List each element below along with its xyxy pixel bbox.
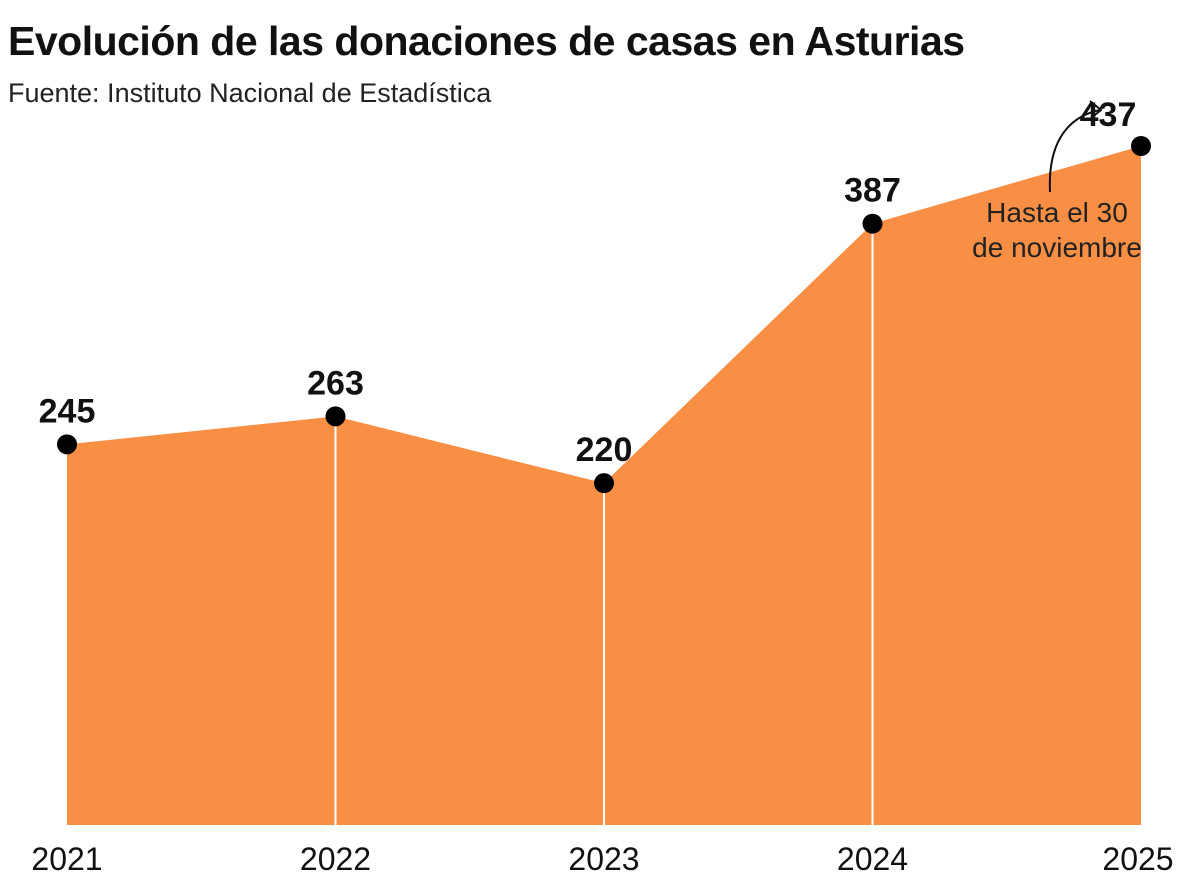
- arrowhead-icon: [1089, 100, 1103, 120]
- data-point: [1131, 136, 1151, 156]
- data-label: 387: [844, 172, 901, 210]
- annotation-arrow: [1048, 109, 1101, 193]
- data-point: [862, 213, 883, 234]
- annotation-text: de noviembre: [972, 232, 1142, 263]
- data-point: [594, 473, 614, 494]
- data-label: 263: [307, 364, 364, 402]
- chart-source: Fuente: Instituto Nacional de Estadístic…: [8, 78, 492, 108]
- data-label: 220: [576, 431, 633, 469]
- x-tick-label: 2022: [300, 841, 371, 877]
- annotation-text: Hasta el 30: [986, 197, 1128, 228]
- x-tick-label: 2024: [837, 841, 908, 877]
- data-point: [325, 406, 346, 427]
- chart-title: Evolución de las donaciones de casas en …: [8, 18, 965, 64]
- x-tick-label: 2025: [1102, 841, 1173, 877]
- data-label: 437: [1080, 96, 1137, 134]
- x-tick-label: 2023: [568, 841, 639, 877]
- data-label: 245: [39, 392, 96, 430]
- data-point: [57, 434, 77, 455]
- x-tick-label: 2021: [31, 841, 102, 877]
